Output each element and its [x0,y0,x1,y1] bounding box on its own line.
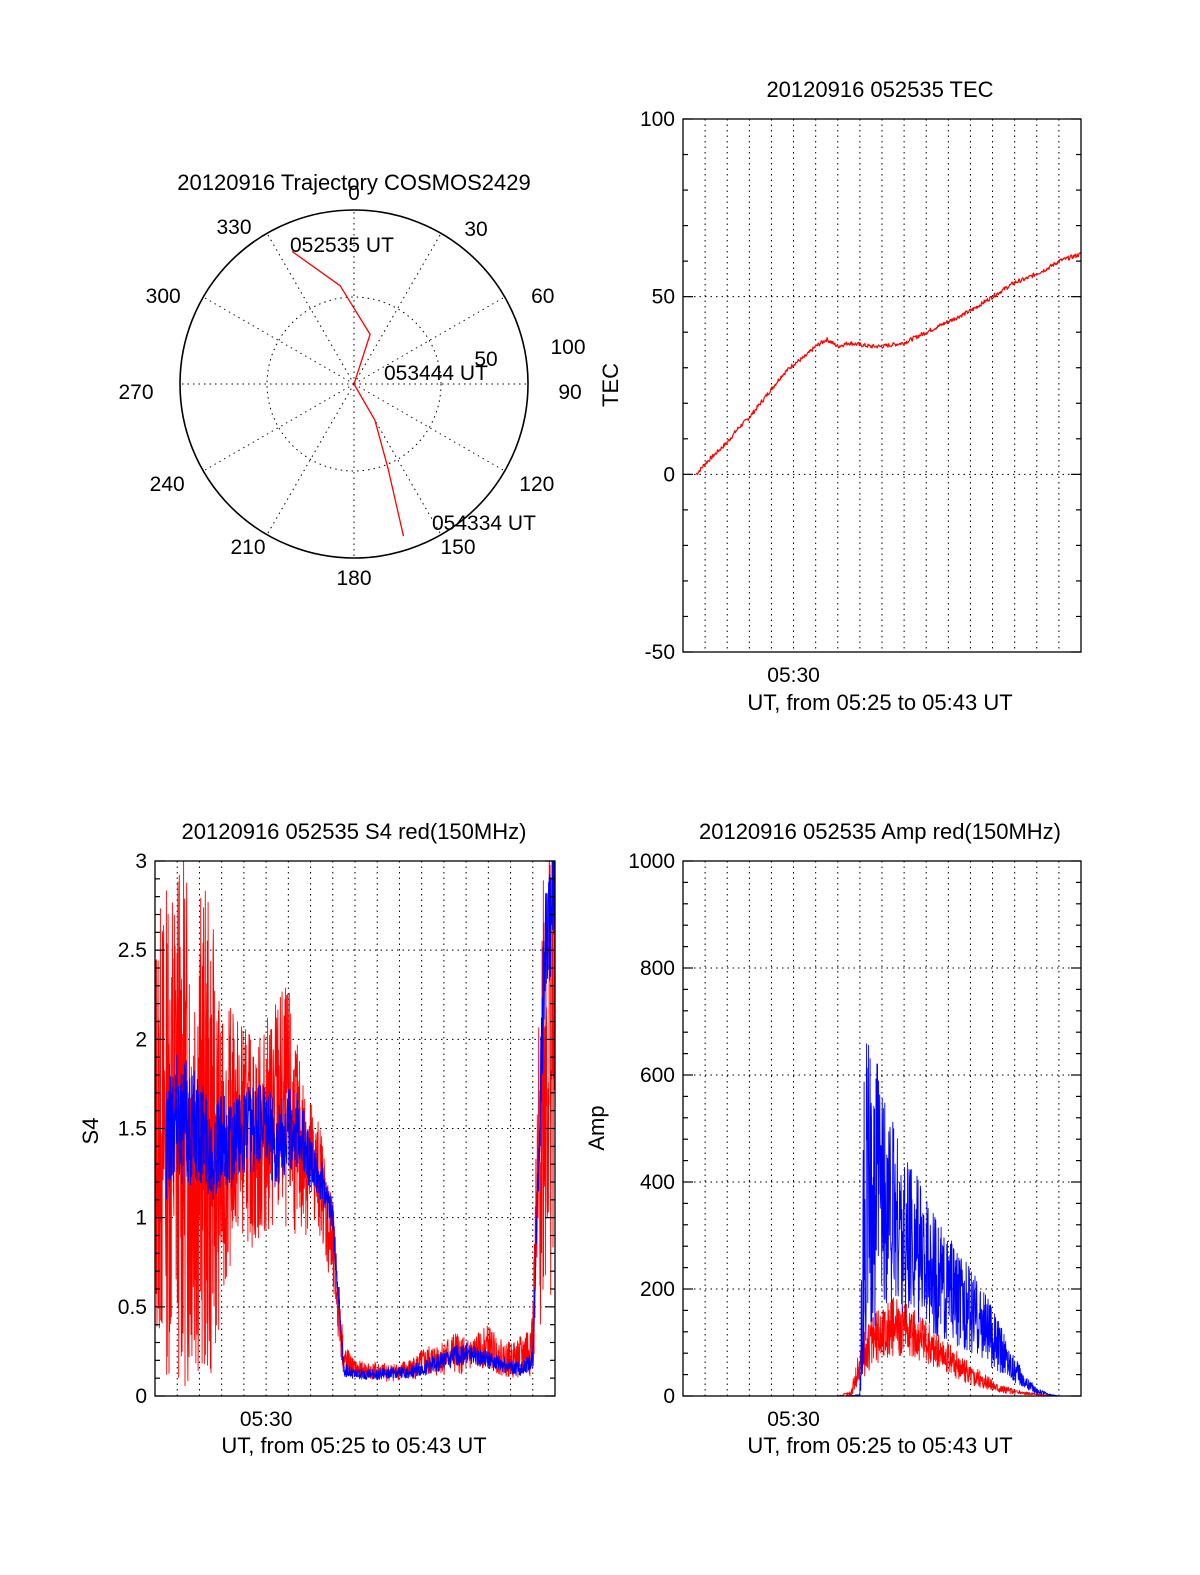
y-tick-label: -50 [645,641,675,664]
polar-trajectory-line [291,250,405,537]
y-tick-label: 0 [663,463,675,486]
tec-ylabel: TEC [598,363,623,407]
polar-angle-label: 30 [464,218,487,241]
polar-radial-label: 100 [550,336,585,359]
polar-title: 20120916 Trajectory COSMOS2429 [177,170,530,195]
gridlines [683,118,1081,653]
tec-panel: 20120916 052535 TEC UT, from 05:25 to 05… [598,77,1082,715]
tec-title: 20120916 052535 TEC [766,77,993,102]
series-line-blue [165,861,555,1381]
plot-frame [682,118,1082,653]
s4-xlabel: UT, from 05:25 to 05:43 UT [221,1433,486,1458]
polar-spoke [266,383,355,535]
y-tick-label: 200 [640,1278,675,1301]
polar-angle-label: 0 [348,182,360,205]
series-group [155,861,555,1387]
y-tick-label: 600 [640,1064,675,1087]
polar-spoke [353,296,505,385]
polar-spoke [353,383,505,472]
polar-angle-label: 270 [118,381,153,404]
series-line-blue [683,1043,1081,1396]
polar-spoke [353,233,442,385]
x-tick-label: 05:30 [767,664,820,687]
s4-ylabel: S4 [78,1118,103,1145]
polar-angle-label: 180 [336,567,371,590]
axis-ticks: 0 200 400 600 800 1000 05:30 [628,850,1081,1431]
y-tick-label: 2 [135,1028,147,1051]
polar-spoke [203,296,355,385]
y-tick-label: 800 [640,957,675,980]
y-tick-label: 1.5 [118,1118,147,1141]
x-tick-label: 05:30 [767,1408,820,1431]
y-tick-label: 1 [135,1207,147,1230]
x-tick-label: 05:30 [240,1408,293,1431]
polar-angle-label: 150 [440,536,475,559]
polar-inner-circle [266,296,442,472]
polar-spoke [266,233,355,385]
polar-outer-circle [179,209,529,559]
y-tick-label: 0 [663,1385,675,1408]
polar-angle-label: 330 [216,216,251,239]
polar-spoke [203,383,355,472]
polar-angle-label: 240 [150,473,185,496]
polar-angle-label: 300 [146,285,181,308]
y-tick-label: 2.5 [118,939,147,962]
s4-title: 20120916 052535 S4 red(150MHz) [182,819,527,844]
polar-angle-labels: 0 30 60 90 120 150 180 210 240 270 300 330 50 100 [118,182,585,590]
polar-annotation: 052535 UT [290,234,394,257]
tec-xlabel: UT, from 05:25 to 05:43 UT [747,690,1012,715]
series-line-red [155,861,555,1387]
y-tick-label: 100 [640,108,675,131]
polar-angle-label: 60 [531,285,554,308]
y-tick-label: 0.5 [118,1296,147,1319]
series-group [683,1043,1081,1396]
polar-angle-label: 90 [558,381,581,404]
amp-panel: 20120916 052535 Amp red(150MHz) UT, from… [584,819,1082,1458]
polar-annotations: 052535 UT 053444 UT 054334 UT [290,234,536,535]
y-tick-label: 1000 [628,850,675,873]
series-line-red [683,1297,1081,1396]
series-line-red [695,252,1081,475]
amp-xlabel: UT, from 05:25 to 05:43 UT [747,1433,1012,1458]
axis-ticks: -50 0 50 100 05:30 [640,108,1081,687]
s4-panel: 20120916 052535 S4 red(150MHz) UT, from … [78,819,556,1458]
polar-angle-label: 120 [519,473,554,496]
y-tick-label: 400 [640,1171,675,1194]
amp-ylabel: Amp [584,1105,609,1150]
plot-frame [682,860,1082,1397]
y-tick-label: 0 [135,1385,147,1408]
y-tick-label: 3 [135,850,147,873]
series-group [695,252,1081,475]
polar-annotation: 054334 UT [432,512,536,535]
amp-title: 20120916 052535 Amp red(150MHz) [699,819,1061,844]
axis-ticks: 0 0.5 1 1.5 2 2.5 3 05:30 [118,850,555,1431]
polar-angle-label: 210 [230,536,265,559]
polar-annotation: 053444 UT [384,362,488,385]
polar-series [291,250,405,537]
polar-trajectory-panel: 20120916 Trajectory COSMOS2429 0 30 60 90 12… [118,170,585,590]
y-tick-label: 50 [652,286,675,309]
polar-radial-label: 50 [474,348,497,371]
